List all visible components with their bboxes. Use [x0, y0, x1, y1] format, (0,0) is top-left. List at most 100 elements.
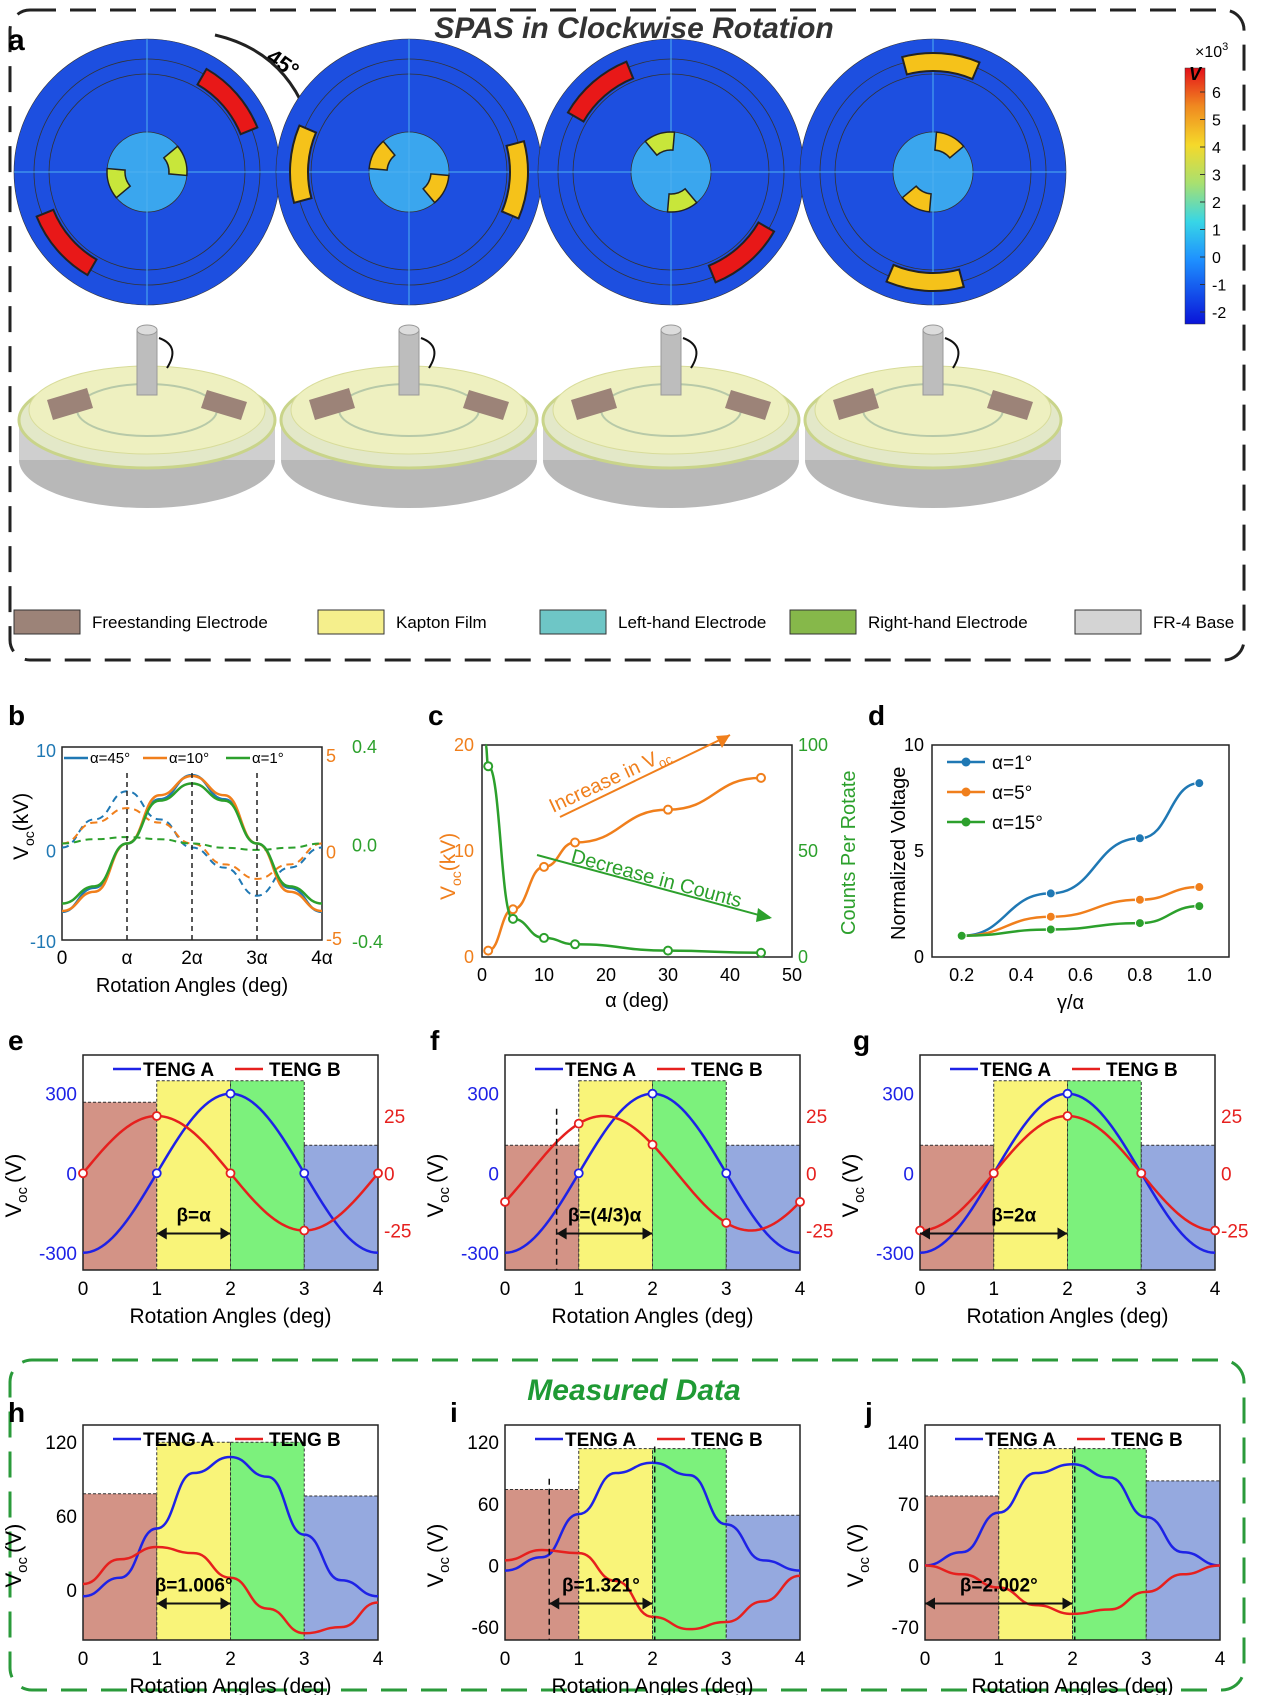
- y-tick-left: -10: [30, 932, 56, 952]
- x-tick-label: 20: [596, 965, 616, 985]
- x-axis-label: Rotation Angles (deg): [96, 975, 288, 997]
- phase-band: [230, 1080, 305, 1271]
- freestanding-electrode: [201, 390, 247, 420]
- x-axis-label: α (deg): [605, 990, 669, 1012]
- y-tick-right: 50: [798, 841, 818, 861]
- y-axis-label: Voc (V): [1, 1524, 31, 1588]
- y-tick-right1: 0: [326, 843, 336, 863]
- series-point: [1045, 888, 1056, 899]
- panel-letter: g: [853, 1025, 870, 1056]
- series-point: [1134, 833, 1145, 844]
- y-tick-label: 10: [904, 735, 924, 755]
- decrease-arrow: [536, 854, 771, 919]
- x-tick-label: 0: [915, 1279, 926, 1300]
- x-tick-label: 3: [721, 1279, 732, 1300]
- x-tick-label: 1: [988, 1279, 999, 1300]
- legend-label: α=1°: [252, 750, 284, 767]
- y-axis-label-unit: (V): [423, 1154, 448, 1183]
- y-axis-label-main: V: [423, 1203, 448, 1218]
- device-rotation-arrow: [420, 337, 436, 369]
- y-tick-label: 60: [478, 1495, 499, 1516]
- legend-swatch: [539, 609, 607, 635]
- beta-arrow-head-right: [1062, 1597, 1073, 1610]
- freestanding-electrode: [833, 388, 879, 420]
- teng-a-point: [721, 1168, 732, 1179]
- y-axis-label-main: V: [1, 1573, 26, 1588]
- x-tick-label: 40: [720, 965, 740, 985]
- series-point: [1134, 918, 1145, 929]
- device-shaft-top: [136, 324, 158, 336]
- colorbar-tick: 5: [1212, 113, 1221, 130]
- plot-frame: [931, 744, 1230, 958]
- series-point: [956, 930, 967, 941]
- legend-label: FR-4 Base: [1153, 613, 1234, 632]
- teng-b-point: [373, 1168, 383, 1179]
- disc-inner-segment: [422, 173, 450, 204]
- y-tick-left: -300: [461, 1244, 499, 1265]
- x-tick-label: 3: [299, 1279, 310, 1300]
- y-tick-left: 0: [903, 1164, 914, 1185]
- y-axis-label-sub: oc: [856, 1556, 873, 1572]
- x-tick-label: 4: [373, 1649, 384, 1670]
- beta-arrow-head-right: [220, 1227, 231, 1240]
- y-axis-label-unit: (V): [1, 1524, 26, 1553]
- device-rotation-arrow: [944, 337, 960, 369]
- y-axis-label-main: V: [10, 846, 33, 860]
- legend-swatch: [789, 609, 857, 635]
- x-tick-label: 0: [477, 965, 487, 985]
- beta-arrow-head-right: [642, 1597, 653, 1610]
- y-tick-right: 0: [1221, 1164, 1232, 1185]
- disc-inner-segment: [162, 145, 188, 177]
- beta-arrow-head-left: [920, 1227, 930, 1240]
- series-line: [961, 781, 1200, 938]
- beta-label: β=1.006°: [155, 1575, 233, 1596]
- teng-a-point: [1062, 1088, 1073, 1099]
- y-axis-label: Voc (V): [843, 1524, 873, 1588]
- y-tick-label: 140: [887, 1433, 919, 1454]
- teng-a-line: [82, 1455, 379, 1598]
- y-tick-right2: -0.4: [352, 932, 383, 952]
- legend-label: α=15°: [992, 813, 1043, 834]
- beta-arrow-head-right: [1057, 1227, 1068, 1240]
- panel-letter: d: [868, 700, 885, 731]
- panel-a-frame: [8, 8, 1246, 662]
- y-tick-left: 0: [488, 1164, 499, 1185]
- teng-b-line: [504, 1548, 801, 1631]
- freestanding-electrode: [725, 390, 771, 420]
- legend-label-b: TENG B: [269, 1060, 341, 1081]
- teng-b-point: [1210, 1225, 1220, 1236]
- y-tick-left: 0: [46, 842, 56, 862]
- legend-label-a: TENG A: [143, 1430, 214, 1451]
- teng-a-line: [924, 1462, 1221, 1567]
- disc-inner-segment: [644, 131, 676, 157]
- x-axis-label: Rotation Angles (deg): [130, 1305, 332, 1328]
- colorbar-tick: -2: [1212, 305, 1226, 322]
- x-tick-label: 4: [1210, 1279, 1221, 1300]
- y-tick-right: 0: [798, 947, 808, 967]
- measured-frame: [8, 1358, 1246, 1692]
- x-tick-label: 2α: [181, 948, 203, 969]
- y-tick-left: 0: [66, 1164, 77, 1185]
- device-shaft: [136, 329, 158, 396]
- y-tick-label: -60: [472, 1618, 499, 1639]
- disc-outer-segment: [707, 221, 776, 284]
- teng-b-point: [988, 1168, 999, 1179]
- plot-frame: [82, 1424, 379, 1641]
- phase-band: [1072, 1448, 1147, 1641]
- beta-arrow-head-left: [925, 1597, 935, 1610]
- legend-label-a: TENG A: [565, 1430, 636, 1451]
- point-counts: [508, 913, 518, 924]
- y-tick-right: -25: [1221, 1222, 1248, 1243]
- device-1: [17, 324, 277, 508]
- device-shaft-top: [398, 324, 420, 336]
- x-tick-label: 1: [151, 1649, 162, 1670]
- y-axis-label-unit: (V): [423, 1524, 448, 1553]
- y-axis-label: Voc (V): [1, 1154, 31, 1218]
- freestanding-electrode: [987, 390, 1033, 420]
- legend-label: Kapton Film: [396, 613, 487, 632]
- phase-band: [82, 1101, 158, 1271]
- y-tick-label: 0: [908, 1556, 919, 1577]
- colorbar-tick: 4: [1212, 140, 1221, 157]
